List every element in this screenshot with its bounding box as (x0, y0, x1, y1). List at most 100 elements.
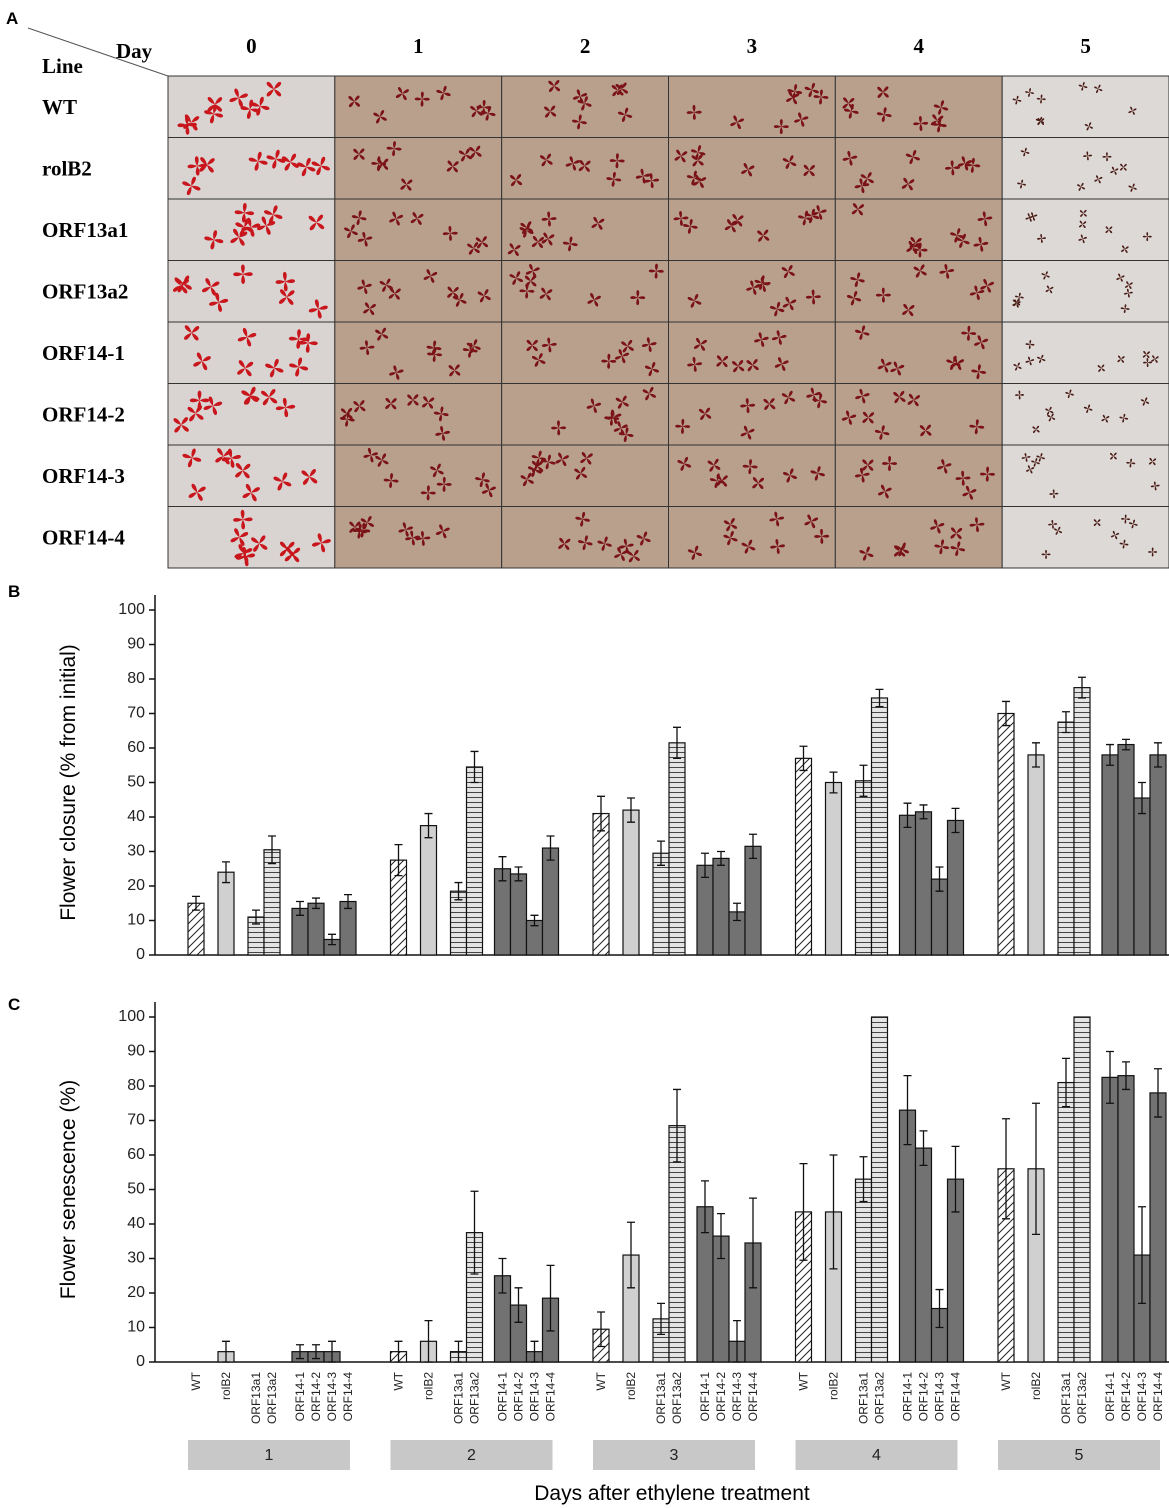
figure: A Day Line 012345WTrolB2ORF13a1ORF13a2OR… (0, 0, 1169, 1508)
photo-cell (168, 507, 335, 569)
series-label: ORF14-3 (730, 1372, 744, 1422)
day-label: 5 (1080, 34, 1091, 58)
y-axis-label: Flower senescence (%) (57, 1080, 80, 1299)
bar (713, 858, 729, 955)
series-label: ORF13a2 (873, 1372, 887, 1424)
x-tick-label: 5 (1075, 1447, 1084, 1464)
series-label: WT (797, 1371, 811, 1390)
y-tick-label: 0 (136, 946, 145, 963)
bar (826, 783, 842, 956)
series-label: ORF14-1 (496, 1372, 510, 1422)
photo-cell (669, 445, 836, 507)
x-tick-label: 2 (467, 1447, 476, 1464)
photo-cell (1002, 138, 1169, 200)
series-label: ORF14-2 (512, 1372, 526, 1422)
photo-cell (502, 261, 669, 323)
bar (623, 810, 639, 955)
x-tick-label: 3 (670, 1447, 679, 1464)
bar (1058, 722, 1074, 955)
y-tick-label: 50 (127, 774, 145, 791)
series-label: ORF14-3 (325, 1372, 339, 1422)
bar (1102, 755, 1118, 955)
bar (1118, 745, 1134, 955)
photo-cell (1002, 445, 1169, 507)
bar (1102, 1077, 1118, 1362)
series-label: ORF13a2 (468, 1372, 482, 1424)
day-label: 4 (914, 34, 925, 58)
bar (467, 767, 483, 955)
bar (1028, 755, 1044, 955)
y-tick-label: 40 (127, 1215, 145, 1232)
y-tick-label: 60 (127, 739, 145, 756)
x-axis-label: Days after ethylene treatment (534, 1482, 810, 1505)
photo-cell (669, 199, 836, 261)
series-label: ORF14-1 (901, 1372, 915, 1422)
y-tick-label: 30 (127, 1250, 145, 1267)
y-tick-label: 60 (127, 1146, 145, 1163)
series-label: ORF14-2 (917, 1372, 931, 1422)
series-label: WT (999, 1371, 1013, 1390)
photo-cell (835, 507, 1002, 569)
y-tick-label: 90 (127, 1043, 145, 1060)
bar (900, 1110, 916, 1362)
line-label: WT (42, 95, 77, 119)
series-label: rolB2 (827, 1372, 841, 1400)
y-tick-label: 70 (127, 1112, 145, 1129)
series-label: ORF14-3 (528, 1372, 542, 1422)
bar (495, 869, 511, 955)
line-label: ORF14-1 (42, 341, 125, 365)
series-label: ORF13a1 (857, 1372, 871, 1424)
series-label: ORF14-2 (309, 1372, 323, 1422)
series-label: ORF13a2 (1075, 1372, 1089, 1424)
line-label: ORF14-2 (42, 402, 125, 426)
photo-cell (335, 322, 502, 384)
x-tick-label: 1 (265, 1447, 274, 1464)
bar (264, 850, 280, 955)
y-tick-label: 100 (118, 601, 145, 618)
photo-cell (335, 138, 502, 200)
day-label: 1 (413, 34, 424, 58)
photo-cell (1002, 507, 1169, 569)
y-tick-label: 80 (127, 1077, 145, 1094)
bar (916, 1148, 932, 1362)
y-tick-label: 90 (127, 636, 145, 653)
series-label: rolB2 (624, 1372, 638, 1400)
bar (1150, 755, 1166, 955)
photo-cell (835, 138, 1002, 200)
bar (796, 758, 812, 955)
bar (948, 820, 964, 955)
row-header: Line (42, 54, 83, 78)
bar (451, 891, 467, 955)
series-label: ORF14-1 (293, 1372, 307, 1422)
bar (653, 853, 669, 955)
series-label: ORF14-1 (1103, 1372, 1117, 1422)
day-label: 0 (246, 34, 257, 58)
bar (872, 698, 888, 955)
photo-cell (335, 384, 502, 446)
bar (308, 903, 324, 955)
y-tick-label: 10 (127, 1319, 145, 1336)
line-label: rolB2 (42, 156, 92, 180)
bar (669, 743, 685, 955)
series-label: ORF14-3 (1135, 1372, 1149, 1422)
bar (697, 865, 713, 955)
y-tick-label: 40 (127, 808, 145, 825)
series-label: ORF13a1 (452, 1372, 466, 1424)
photo-cell (669, 261, 836, 323)
panel-label: B (8, 582, 20, 601)
y-tick-label: 100 (118, 1008, 145, 1025)
photo-cell (168, 261, 335, 323)
line-label: ORF14-3 (42, 464, 125, 488)
y-tick-label: 50 (127, 1181, 145, 1198)
series-label: rolB2 (219, 1372, 233, 1400)
y-tick-label: 20 (127, 1284, 145, 1301)
series-label: ORF13a1 (654, 1372, 668, 1424)
series-label: ORF13a1 (1059, 1372, 1073, 1424)
day-label: 2 (580, 34, 591, 58)
series-label: rolB2 (422, 1372, 436, 1400)
series-label: ORF13a2 (265, 1372, 279, 1424)
bar (593, 814, 609, 955)
photo-grid (167, 75, 1169, 568)
series-label: ORF14-2 (714, 1372, 728, 1422)
series-label: ORF14-4 (341, 1372, 355, 1422)
